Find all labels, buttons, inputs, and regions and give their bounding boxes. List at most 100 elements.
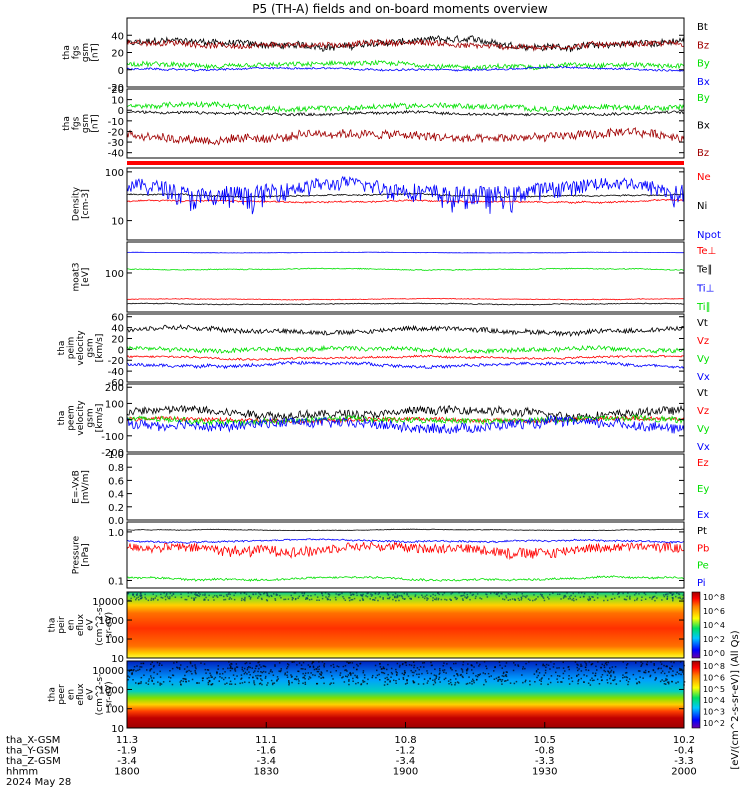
heatmap-speckle bbox=[513, 662, 515, 664]
heatmap-speckle bbox=[224, 683, 226, 685]
heatmap-speckle bbox=[183, 681, 185, 683]
heatmap-speckle bbox=[364, 677, 366, 679]
heatmap-speckle bbox=[657, 668, 659, 670]
heatmap-speckle bbox=[424, 678, 426, 680]
legend-label-density-1: Ni bbox=[697, 201, 707, 212]
heatmap-speckle bbox=[397, 595, 399, 597]
heatmap-speckle bbox=[343, 666, 345, 668]
heatmap-speckle bbox=[485, 673, 487, 675]
colorbar-tick-1-0: 10^8 bbox=[703, 662, 725, 671]
heatmap-speckle bbox=[580, 597, 582, 599]
y-tick-label-peim_velocity-4: 20 bbox=[111, 334, 124, 345]
series-line-fgs_gsm_2-1 bbox=[127, 111, 684, 116]
heatmap-speckle bbox=[253, 672, 255, 674]
heatmap-speckle bbox=[301, 664, 303, 666]
y-tick-label-efield-2: 0.4 bbox=[108, 490, 124, 501]
heatmap-speckle bbox=[253, 680, 255, 682]
heatmap-speckle bbox=[432, 597, 434, 599]
y-tick-label-peim_velocity-3: 0 bbox=[118, 345, 124, 356]
heatmap-speckle bbox=[476, 679, 478, 681]
heatmap-speckle bbox=[231, 598, 233, 600]
y-axis-label-peir_en_eflux: tha peir en eflux eV (cm^2-s-sr-eV) bbox=[48, 604, 115, 646]
heatmap-peer_en_eflux bbox=[127, 661, 684, 728]
heatmap-speckle bbox=[139, 595, 141, 597]
heatmap-speckle bbox=[430, 595, 432, 597]
heatmap-speckle bbox=[382, 597, 384, 599]
heatmap-speckle bbox=[298, 678, 300, 680]
heatmap-speckle bbox=[225, 599, 227, 601]
heatmap-speckle bbox=[281, 668, 283, 670]
heatmap-speckle bbox=[352, 662, 354, 664]
heatmap-speckle bbox=[610, 671, 612, 673]
heatmap-speckle bbox=[224, 671, 226, 673]
heatmap-speckle bbox=[548, 678, 550, 680]
heatmap-speckle bbox=[246, 673, 248, 675]
heatmap-speckle bbox=[645, 599, 647, 601]
heatmap-speckle bbox=[304, 678, 306, 680]
heatmap-speckle bbox=[303, 662, 305, 664]
heatmap-speckle bbox=[524, 596, 526, 598]
heatmap-speckle bbox=[438, 679, 440, 681]
heatmap-speckle bbox=[328, 596, 330, 598]
heatmap-speckle bbox=[252, 677, 254, 679]
heatmap-speckle bbox=[406, 665, 408, 667]
heatmap-speckle bbox=[454, 684, 456, 686]
heatmap-speckle bbox=[387, 674, 389, 676]
heatmap-speckle bbox=[260, 675, 262, 677]
heatmap-speckle bbox=[398, 679, 400, 681]
heatmap-speckle bbox=[504, 599, 506, 601]
heatmap-speckle bbox=[462, 664, 464, 666]
heatmap-speckle bbox=[626, 680, 628, 682]
heatmap-speckle bbox=[378, 594, 380, 596]
heatmap-speckle bbox=[217, 596, 219, 598]
heatmap-speckle bbox=[395, 680, 397, 682]
heatmap-speckle bbox=[163, 681, 165, 683]
y-axis-label-fgs_gsm_2: tha fgs gsm [nT] bbox=[62, 114, 101, 133]
heatmap-speckle bbox=[169, 670, 171, 672]
heatmap-speckle bbox=[615, 666, 617, 668]
heatmap-speckle bbox=[471, 681, 473, 683]
heatmap-speckle bbox=[169, 681, 171, 683]
heatmap-speckle bbox=[359, 663, 361, 665]
heatmap-speckle bbox=[138, 597, 140, 599]
heatmap-speckle bbox=[208, 677, 210, 679]
heatmap-speckle bbox=[457, 675, 459, 677]
y-tick-label-peim_velocity-5: 40 bbox=[111, 324, 124, 335]
heatmap-speckle bbox=[612, 593, 614, 595]
series-line-fgs_gsm_1-1 bbox=[127, 40, 684, 51]
heatmap-speckle bbox=[312, 661, 314, 663]
heatmap-speckle bbox=[413, 662, 415, 664]
heatmap-speckle bbox=[291, 682, 293, 684]
heatmap-speckle bbox=[176, 662, 178, 664]
heatmap-speckle bbox=[477, 593, 479, 595]
heatmap-speckle bbox=[166, 594, 168, 596]
heatmap-speckle bbox=[542, 665, 544, 667]
heatmap-speckle bbox=[242, 667, 244, 669]
heatmap-speckle bbox=[387, 593, 389, 595]
heatmap-speckle bbox=[448, 683, 450, 685]
heatmap-speckle bbox=[194, 664, 196, 666]
heatmap-speckle bbox=[460, 674, 462, 676]
heatmap-speckle bbox=[180, 681, 182, 683]
heatmap-speckle bbox=[138, 683, 140, 685]
heatmap-speckle bbox=[627, 677, 629, 679]
heatmap-speckle bbox=[265, 676, 267, 678]
heatmap-speckle bbox=[179, 668, 181, 670]
y-axis-label-line: tha bbox=[62, 116, 72, 131]
heatmap-speckle bbox=[679, 594, 681, 596]
heatmap-speckle bbox=[258, 596, 260, 598]
heatmap-speckle bbox=[241, 600, 243, 602]
y-tick-label-peem_velocity-1: -100 bbox=[101, 432, 124, 443]
heatmap-speckle bbox=[638, 681, 640, 683]
heatmap-speckle bbox=[522, 593, 524, 595]
heatmap-speckle bbox=[151, 677, 153, 679]
heatmap-speckle bbox=[127, 675, 129, 677]
heatmap-speckle bbox=[231, 683, 233, 685]
heatmap-speckle bbox=[313, 666, 315, 668]
heatmap-speckle bbox=[573, 600, 575, 602]
heatmap-speckle bbox=[438, 598, 440, 600]
heatmap-speckle bbox=[446, 599, 448, 601]
x-row-value-0-4: 10.2 bbox=[673, 735, 695, 746]
heatmap-speckle bbox=[636, 683, 638, 685]
heatmap-speckle bbox=[357, 665, 359, 667]
